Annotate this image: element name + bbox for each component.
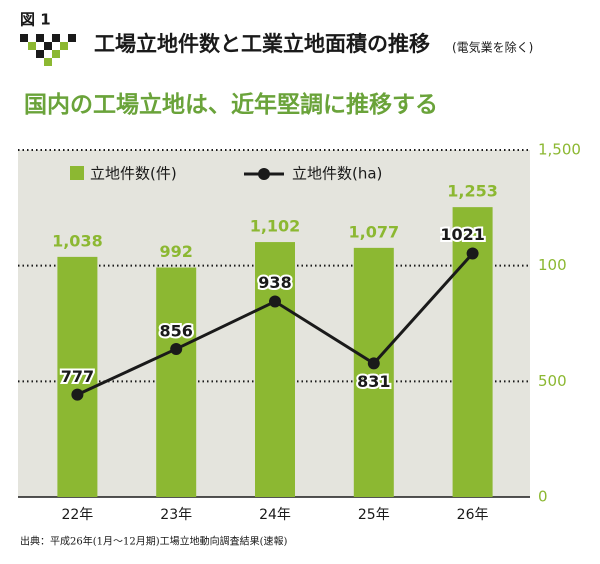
bar <box>156 267 197 497</box>
chart-title: 工場立地件数と工業立地面積の推移 <box>94 32 430 56</box>
bar-value-label: 992 <box>159 242 192 261</box>
line-value-label: 1021 <box>440 225 485 244</box>
legend-label: 立地件数(件) <box>90 165 177 183</box>
x-tick-label: 22年 <box>61 507 93 523</box>
y-tick-label: 0 <box>538 488 548 506</box>
bar <box>255 242 295 497</box>
bar <box>57 256 98 497</box>
x-tick-label: 26年 <box>457 507 489 523</box>
line-point <box>170 342 183 355</box>
line-value-label: 938 <box>258 273 291 292</box>
y-tick-label: 100 <box>538 256 567 274</box>
line-point <box>71 388 84 401</box>
legend-swatch <box>70 166 84 180</box>
line-value-label: 856 <box>159 321 192 340</box>
bar <box>353 247 394 497</box>
figure-label: 図 1 <box>20 11 51 29</box>
y-tick-label: 500 <box>538 372 567 390</box>
legend-label: 立地件数(ha) <box>292 165 382 183</box>
x-tick-label: 23年 <box>160 507 192 523</box>
source-note: 出典：平成26年(1月〜12月期)工場立地動向調査結果(速報) <box>20 535 288 548</box>
line-point <box>466 247 479 260</box>
line-point <box>269 295 281 308</box>
line-value-label: 831 <box>357 372 390 391</box>
bar-value-label: 1,038 <box>52 231 103 250</box>
title-note: (電気業を除く) <box>452 40 533 55</box>
line-point <box>367 357 380 370</box>
bar-value-label: 1,102 <box>250 217 301 236</box>
y-tick-label: 1,500 <box>538 141 581 159</box>
bar-value-label: 1,253 <box>447 182 498 201</box>
figure-icon <box>20 34 76 66</box>
line-value-label: 777 <box>61 367 94 386</box>
bar-value-label: 1,077 <box>348 222 399 241</box>
legend-swatch <box>258 168 270 180</box>
x-tick-label: 24年 <box>259 507 291 523</box>
x-tick-label: 25年 <box>358 507 390 523</box>
subtitle: 国内の工場立地は、近年堅調に推移する <box>24 91 438 118</box>
